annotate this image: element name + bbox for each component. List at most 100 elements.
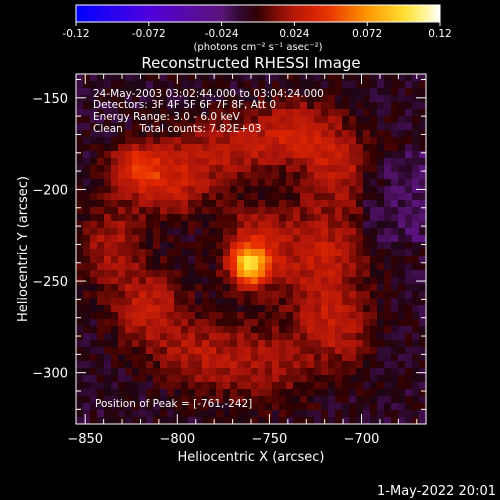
heatmap-cell — [300, 403, 308, 411]
heatmap-cell — [398, 382, 406, 390]
heatmap-cell — [419, 200, 427, 208]
heatmap-cell — [104, 312, 112, 320]
heatmap-cell — [202, 249, 210, 257]
heatmap-cell — [314, 354, 322, 362]
heatmap-cell — [391, 368, 399, 376]
heatmap-cell — [265, 263, 273, 271]
heatmap-cell — [104, 403, 112, 411]
heatmap-cell — [272, 165, 280, 173]
heatmap-cell — [132, 109, 140, 117]
heatmap-cell — [111, 186, 119, 194]
heatmap-cell — [286, 326, 294, 334]
heatmap-cell — [384, 417, 392, 425]
heatmap-cell — [174, 172, 182, 180]
heatmap-cell — [104, 200, 112, 208]
heatmap-cell — [391, 312, 399, 320]
heatmap-cell — [412, 228, 420, 236]
heatmap-cell — [384, 207, 392, 215]
heatmap-cell — [174, 165, 182, 173]
heatmap-cell — [244, 228, 252, 236]
heatmap-cell — [202, 221, 210, 229]
heatmap-cell — [230, 88, 238, 96]
heatmap-cell — [167, 235, 175, 243]
heatmap-cell — [335, 242, 343, 250]
heatmap-cell — [384, 368, 392, 376]
heatmap-cell — [405, 333, 413, 341]
heatmap-cell — [314, 333, 322, 341]
heatmap-cell — [335, 102, 343, 110]
heatmap-cell — [300, 410, 308, 418]
heatmap-cell — [76, 242, 84, 250]
heatmap-cell — [251, 235, 259, 243]
heatmap-cell — [314, 298, 322, 306]
heatmap-cell — [398, 116, 406, 124]
heatmap-cell — [314, 375, 322, 383]
heatmap-cell — [279, 347, 287, 355]
heatmap-cell — [139, 242, 147, 250]
heatmap-cell — [125, 74, 133, 82]
heatmap-cell — [342, 193, 350, 201]
heatmap-cell — [167, 361, 175, 369]
heatmap-cell — [237, 221, 245, 229]
heatmap-cell — [307, 81, 315, 89]
heatmap-cell — [174, 116, 182, 124]
heatmap-cell — [384, 361, 392, 369]
heatmap-cell — [139, 130, 147, 138]
heatmap-cell — [90, 410, 98, 418]
heatmap-cell — [118, 375, 126, 383]
heatmap-cell — [377, 116, 385, 124]
heatmap-cell — [167, 102, 175, 110]
heatmap-cell — [321, 109, 329, 117]
heatmap-cell — [104, 235, 112, 243]
heatmap-cell — [174, 95, 182, 103]
heatmap-cell — [279, 298, 287, 306]
heatmap-cell — [181, 382, 189, 390]
heatmap-cell — [265, 333, 273, 341]
heatmap-cell — [237, 193, 245, 201]
heatmap-cell — [293, 333, 301, 341]
heatmap-cell — [160, 130, 168, 138]
heatmap-cell — [111, 284, 119, 292]
heatmap-cell — [76, 389, 84, 397]
heatmap-cell — [153, 277, 161, 285]
heatmap-cell — [258, 354, 266, 362]
heatmap-cell — [363, 221, 371, 229]
heatmap-cell — [405, 235, 413, 243]
heatmap-cell — [76, 368, 84, 376]
heatmap-cell — [146, 326, 154, 334]
heatmap-cell — [160, 151, 168, 159]
heatmap-cell — [405, 95, 413, 103]
heatmap-cell — [132, 158, 140, 166]
heatmap-cell — [356, 242, 364, 250]
heatmap-cell — [97, 347, 105, 355]
heatmap-cell — [251, 284, 259, 292]
heatmap-cell — [216, 81, 224, 89]
heatmap-cell — [293, 396, 301, 404]
heatmap-cell — [349, 347, 357, 355]
heatmap-cell — [419, 228, 427, 236]
heatmap-cell — [363, 270, 371, 278]
heatmap-cell — [202, 396, 210, 404]
heatmap-cell — [398, 291, 406, 299]
heatmap-cell — [314, 361, 322, 369]
heatmap-cell — [139, 249, 147, 257]
heatmap-cell — [118, 256, 126, 264]
heatmap-cell — [216, 305, 224, 313]
heatmap-cell — [258, 207, 266, 215]
heatmap-cell — [167, 228, 175, 236]
heatmap-cell — [174, 144, 182, 152]
heatmap-cell — [384, 109, 392, 117]
heatmap-cell — [146, 102, 154, 110]
heatmap-cell — [279, 333, 287, 341]
heatmap-cell — [195, 242, 203, 250]
heatmap-cell — [132, 319, 140, 327]
heatmap-cell — [244, 207, 252, 215]
heatmap-cell — [188, 312, 196, 320]
heatmap-cell — [139, 158, 147, 166]
heatmap-cell — [405, 249, 413, 257]
heatmap-cell — [76, 319, 84, 327]
heatmap-cell — [391, 333, 399, 341]
heatmap-cell — [230, 193, 238, 201]
heatmap-cell — [174, 207, 182, 215]
heatmap-cell — [125, 277, 133, 285]
